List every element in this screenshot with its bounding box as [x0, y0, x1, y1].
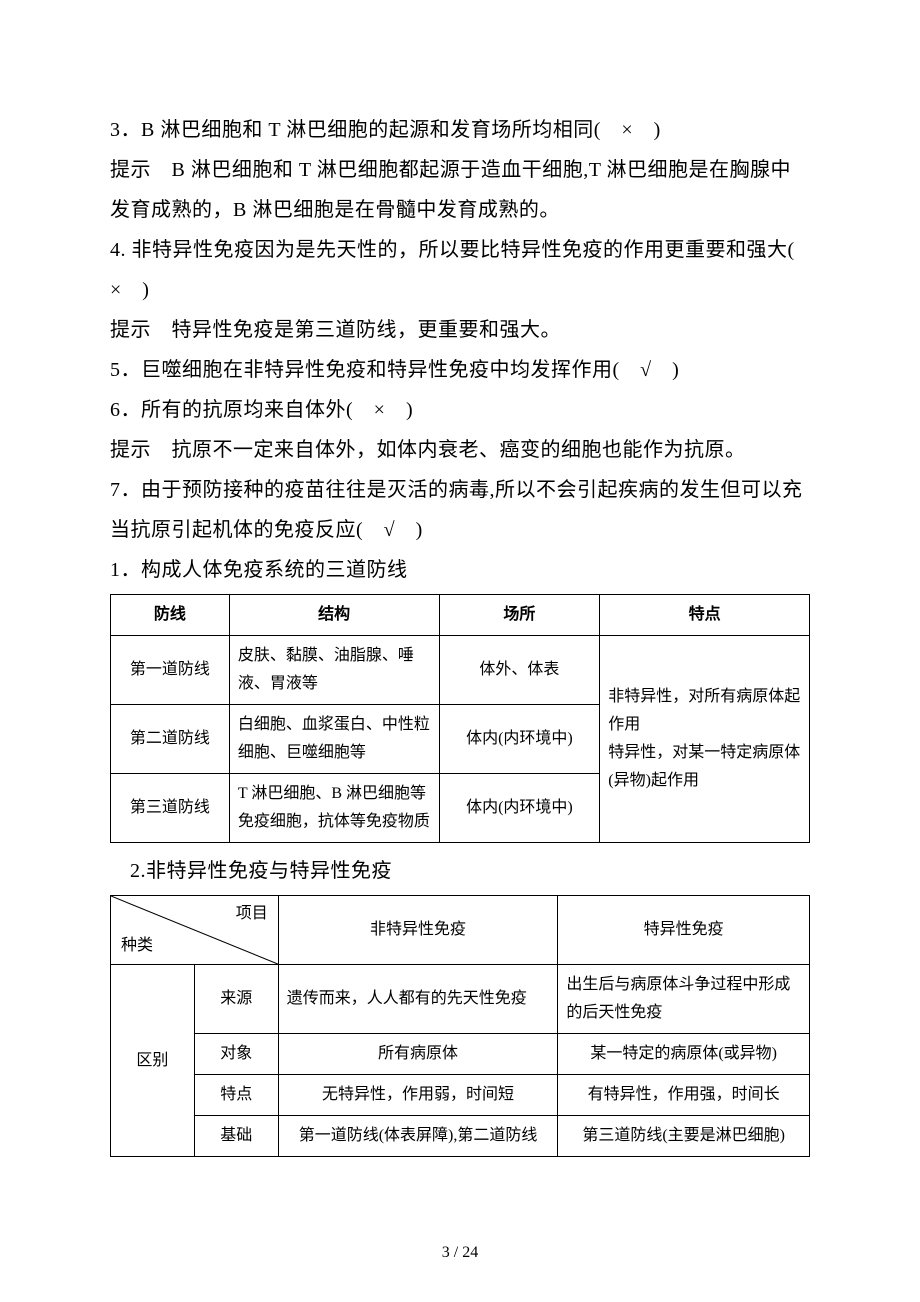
table-cell-place: 体内(内环境中): [439, 705, 600, 774]
table-cell-nonspec: 所有病原体: [278, 1034, 558, 1075]
table-header-specific: 特异性免疫: [558, 896, 810, 965]
table-row: 项目 种类 非特异性免疫 特异性免疫: [111, 896, 810, 965]
table-cell-nonspec: 遗传而来，人人都有的先天性免疫: [278, 965, 558, 1034]
table-cell-spec: 出生后与病原体斗争过程中形成的后天性免疫: [558, 965, 810, 1034]
table-cell-spec: 某一特定的病原体(或异物): [558, 1034, 810, 1075]
table-row: 防线 结构 场所 特点: [111, 595, 810, 636]
table-header-nonspecific: 非特异性免疫: [278, 896, 558, 965]
table-immunity-comparison: 项目 种类 非特异性免疫 特异性免疫 区别 来源 遗传而来，人人都有的先天性免疫…: [110, 895, 810, 1157]
table-row: 对象 所有病原体 某一特定的病原体(或异物): [111, 1034, 810, 1075]
paragraph-heading-table1: 1．构成人体免疫系统的三道防线: [110, 550, 810, 590]
table-cell-group: 区别: [111, 965, 195, 1157]
table-cell-line: 第三道防线: [111, 774, 230, 843]
table-cell-rowlabel: 基础: [194, 1116, 278, 1157]
table-cell-place: 体外、体表: [439, 636, 600, 705]
table-cell-feature-merged: 非特异性，对所有病原体起作用 特异性，对某一特定病原体(异物)起作用: [600, 636, 810, 843]
table-cell-structure: 皮肤、黏膜、油脂腺、唾液、胃液等: [229, 636, 439, 705]
table-diagonal-header: 项目 种类: [111, 896, 279, 965]
table-row: 特点 无特异性，作用弱，时间短 有特异性，作用强，时间长: [111, 1075, 810, 1116]
table-cell-rowlabel: 来源: [194, 965, 278, 1034]
diag-label-top: 项目: [236, 900, 268, 928]
table-header-line: 防线: [111, 595, 230, 636]
table-three-defense-lines: 防线 结构 场所 特点 第一道防线 皮肤、黏膜、油脂腺、唾液、胃液等 体外、体表…: [110, 594, 810, 843]
paragraph-5: 5．巨噬细胞在非特异性免疫和特异性免疫中均发挥作用( √ ): [110, 350, 810, 390]
table-cell-rowlabel: 对象: [194, 1034, 278, 1075]
table-header-feature: 特点: [600, 595, 810, 636]
page-number: 3 / 24: [0, 1244, 920, 1262]
table-row: 第一道防线 皮肤、黏膜、油脂腺、唾液、胃液等 体外、体表 非特异性，对所有病原体…: [111, 636, 810, 705]
table-cell-structure: T 淋巴细胞、B 淋巴细胞等免疫细胞，抗体等免疫物质: [229, 774, 439, 843]
table-cell-spec: 有特异性，作用强，时间长: [558, 1075, 810, 1116]
diag-label-bottom: 种类: [121, 932, 153, 960]
body-text-block-2: 2.非特异性免疫与特异性免疫: [110, 851, 810, 891]
paragraph-heading-table2: 2.非特异性免疫与特异性免疫: [110, 851, 810, 891]
paragraph-hint-6: 提示 抗原不一定来自体外，如体内衰老、癌变的细胞也能作为抗原。: [110, 430, 810, 470]
body-text-block: 3．B 淋巴细胞和 T 淋巴细胞的起源和发育场所均相同( × ) 提示 B 淋巴…: [110, 110, 810, 590]
table-cell-line: 第一道防线: [111, 636, 230, 705]
document-page: 3．B 淋巴细胞和 T 淋巴细胞的起源和发育场所均相同( × ) 提示 B 淋巴…: [0, 0, 920, 1302]
table-header-place: 场所: [439, 595, 600, 636]
table-cell-nonspec: 无特异性，作用弱，时间短: [278, 1075, 558, 1116]
table-cell-rowlabel: 特点: [194, 1075, 278, 1116]
table-row: 基础 第一道防线(体表屏障),第二道防线 第三道防线(主要是淋巴细胞): [111, 1116, 810, 1157]
paragraph-hint-3: 提示 B 淋巴细胞和 T 淋巴细胞都起源于造血干细胞,T 淋巴细胞是在胸腺中发育…: [110, 150, 810, 230]
paragraph-7: 7．由于预防接种的疫苗往往是灭活的病毒,所以不会引起疾病的发生但可以充当抗原引起…: [110, 470, 810, 550]
table-row: 区别 来源 遗传而来，人人都有的先天性免疫 出生后与病原体斗争过程中形成的后天性…: [111, 965, 810, 1034]
table-cell-place: 体内(内环境中): [439, 774, 600, 843]
paragraph-hint-4: 提示 特异性免疫是第三道防线，更重要和强大。: [110, 310, 810, 350]
table-cell-spec: 第三道防线(主要是淋巴细胞): [558, 1116, 810, 1157]
table-cell-nonspec: 第一道防线(体表屏障),第二道防线: [278, 1116, 558, 1157]
table-cell-line: 第二道防线: [111, 705, 230, 774]
paragraph-6: 6．所有的抗原均来自体外( × ): [110, 390, 810, 430]
paragraph-3: 3．B 淋巴细胞和 T 淋巴细胞的起源和发育场所均相同( × ): [110, 110, 810, 150]
paragraph-4: 4. 非特异性免疫因为是先天性的，所以要比特异性免疫的作用更重要和强大( × ): [110, 230, 810, 310]
table-cell-structure: 白细胞、血浆蛋白、中性粒细胞、巨噬细胞等: [229, 705, 439, 774]
table-header-structure: 结构: [229, 595, 439, 636]
